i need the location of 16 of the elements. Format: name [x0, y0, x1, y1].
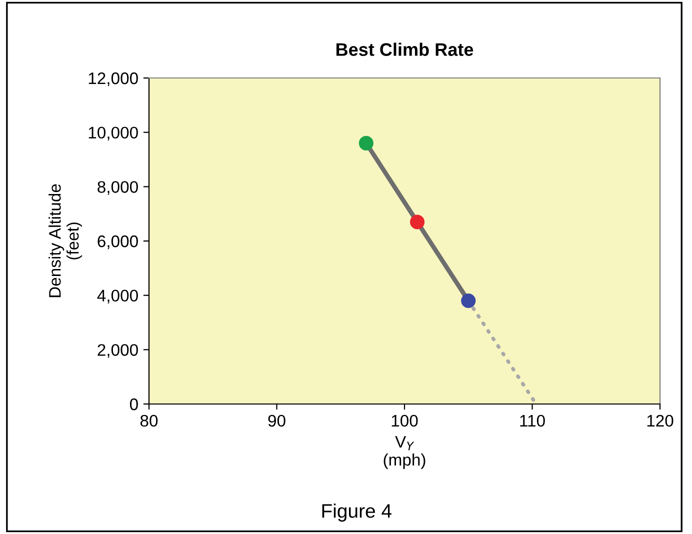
x-tick-label: 100	[392, 414, 418, 427]
x-axis-title: V$_{Y}$ (mph)	[384, 436, 426, 469]
y-tick-label: 2,000	[98, 344, 138, 358]
x-tick-label: 120	[647, 414, 674, 427]
y-tick-label: 10,000	[88, 126, 138, 141]
x-tick-label: 80	[140, 414, 158, 427]
y-axis-title: Density Altitude (feet)	[48, 184, 82, 298]
y-tick-label: 4,000	[97, 290, 138, 304]
y-tick-label: 12,000	[88, 72, 138, 86]
caption: Figure 4	[322, 504, 392, 522]
y-tick-label: 8,000	[98, 181, 138, 195]
y-tick-label: 6,000	[98, 235, 138, 250]
chart-title: Best Climb Rate	[336, 42, 474, 56]
x-tick-label: 110	[520, 414, 545, 427]
y-tick-label: 0	[130, 398, 138, 410]
x-tick-label: 90	[268, 414, 286, 427]
